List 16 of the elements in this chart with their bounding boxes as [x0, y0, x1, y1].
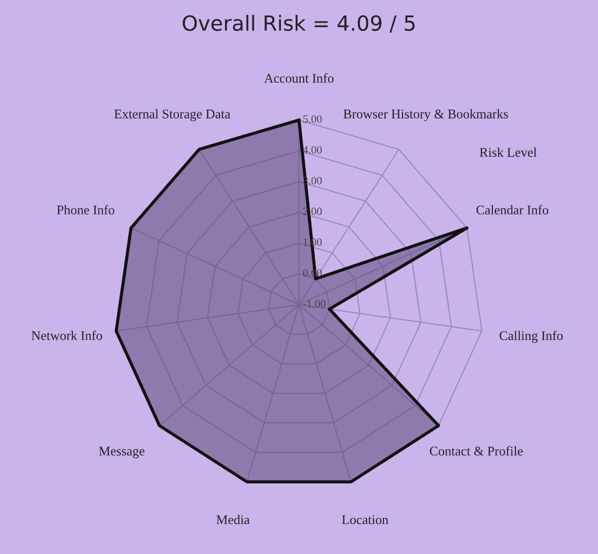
spoke-label: Phone Info [56, 204, 114, 214]
spoke-label: Browser History & Bookmarks [344, 109, 508, 122]
spoke-label: Location [342, 515, 388, 524]
spoke-label: Contact & Profile [430, 446, 523, 456]
spoke-label: Media [216, 514, 250, 524]
y-tick-label: 1.00 [304, 238, 322, 246]
chart-title: Overall Risk = 4.09 / 5 [182, 14, 415, 33]
y-tick-label: 5.00 [303, 115, 322, 123]
spoke-label: External Storage Data [114, 109, 230, 122]
spoke-label: Message [99, 446, 144, 458]
spoke-label: Network Info [32, 330, 102, 340]
y-tick-label: -1.00 [303, 300, 326, 308]
spoke-label: Calling Info [500, 330, 563, 343]
text: Risk Level [480, 148, 537, 157]
spoke-label: Calendar Info [476, 204, 548, 214]
spoke-label: Account Info [264, 73, 334, 83]
